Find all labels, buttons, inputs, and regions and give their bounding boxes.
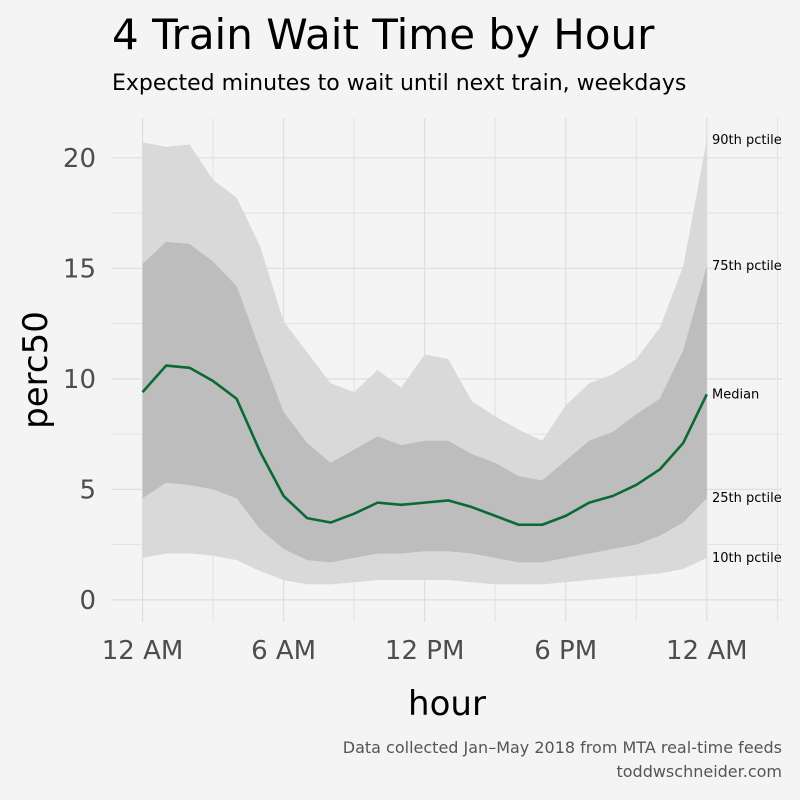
- x-tick-label: 12 AM: [102, 636, 184, 666]
- x-axis-title: hour: [408, 684, 486, 724]
- band-label-75th-pctile: 75th pctile: [712, 259, 782, 274]
- band-labels: 90th pctile 75th pctile Median 25th pctile 1…: [712, 133, 782, 566]
- x-tick-label: 12 AM: [666, 636, 748, 666]
- percentile-bands: [142, 140, 707, 585]
- band-label-10th-pctile: 10th pctile: [712, 551, 782, 566]
- caption-credit: toddwschneider.com: [616, 762, 782, 781]
- y-tick-label: 15: [63, 254, 96, 284]
- band-label-90th-pctile: 90th pctile: [712, 133, 782, 148]
- median-line: [141, 364, 708, 527]
- x-tick-label: 12 PM: [385, 636, 464, 666]
- y-axis-title: perc50: [16, 311, 56, 429]
- band-label-25th-pctile: 25th pctile: [712, 491, 782, 506]
- caption-source: Data collected Jan–May 2018 from MTA rea…: [342, 738, 782, 757]
- x-tick-label: 6 PM: [534, 636, 597, 666]
- band-25-75: [142, 241, 707, 563]
- y-tick-label: 10: [63, 365, 96, 395]
- chart-title: 4 Train Wait Time by Hour: [112, 10, 655, 59]
- y-tick-label: 0: [79, 586, 96, 616]
- y-tick-label: 20: [63, 144, 96, 174]
- band-label-median: Median: [712, 387, 759, 402]
- x-tick-label: 6 AM: [251, 636, 316, 666]
- median-line-group: [141, 364, 708, 527]
- y-tick-label: 5: [79, 475, 96, 505]
- chart-subtitle: Expected minutes to wait until next trai…: [112, 71, 687, 96]
- axis-ticks: 0 5 10 15 20 12 AM 6 AM 12 PM 6 PM 12 AM: [63, 144, 748, 666]
